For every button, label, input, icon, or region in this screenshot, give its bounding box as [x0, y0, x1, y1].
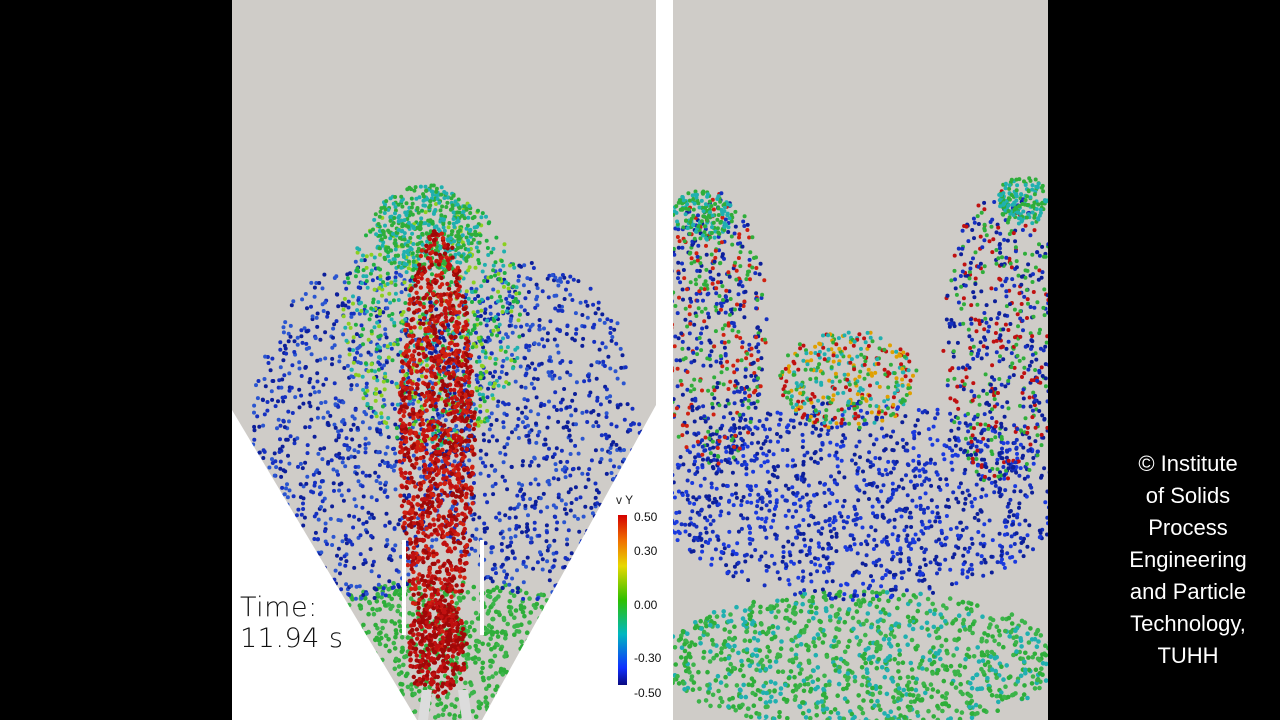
- credit-line: Engineering: [1129, 547, 1247, 572]
- credit-line: and Particle: [1129, 579, 1247, 604]
- time-value: 11.94 s: [240, 623, 344, 654]
- velocity-legend: v Y 0.50 0.30 0.00 -0.30 -0.50: [616, 493, 676, 703]
- credit-line: TUHH: [1157, 643, 1219, 668]
- draft-tube-left: [402, 540, 406, 635]
- time-label: Time:: [240, 592, 318, 623]
- credit-line: Process: [1148, 515, 1228, 540]
- legend-tick: -0.50: [634, 686, 662, 700]
- legend-tick: 0.30: [634, 544, 658, 558]
- panel-divider: [656, 0, 673, 720]
- legend-colorbar: [618, 515, 627, 685]
- draft-tube-right: [480, 540, 484, 635]
- right-hopper-wall: [482, 405, 656, 720]
- left-particle-scene: [232, 183, 656, 720]
- right-particle-scene: [673, 176, 1048, 720]
- credit-line: © Institute: [1138, 451, 1238, 476]
- credit-line: Technology,: [1130, 611, 1246, 636]
- right-particle-cloud: [673, 176, 1048, 720]
- legend-tick: 0.00: [634, 598, 658, 612]
- inlet-nozzle-right: [458, 690, 472, 720]
- legend-tick: -0.30: [634, 651, 662, 665]
- left-hopper-wall: [232, 410, 417, 720]
- credit-line: of Solids: [1145, 483, 1231, 508]
- left-simulation-view: [232, 0, 656, 720]
- time-readout: Time: 11.94 s: [240, 592, 343, 654]
- legend-title: v Y: [616, 493, 634, 507]
- legend-tick: 0.50: [634, 510, 658, 524]
- copyright-credit: © Institute of Solids Process Engineerin…: [1120, 448, 1256, 672]
- inlet-nozzle-left: [418, 690, 432, 720]
- right-simulation-view: [673, 0, 1048, 720]
